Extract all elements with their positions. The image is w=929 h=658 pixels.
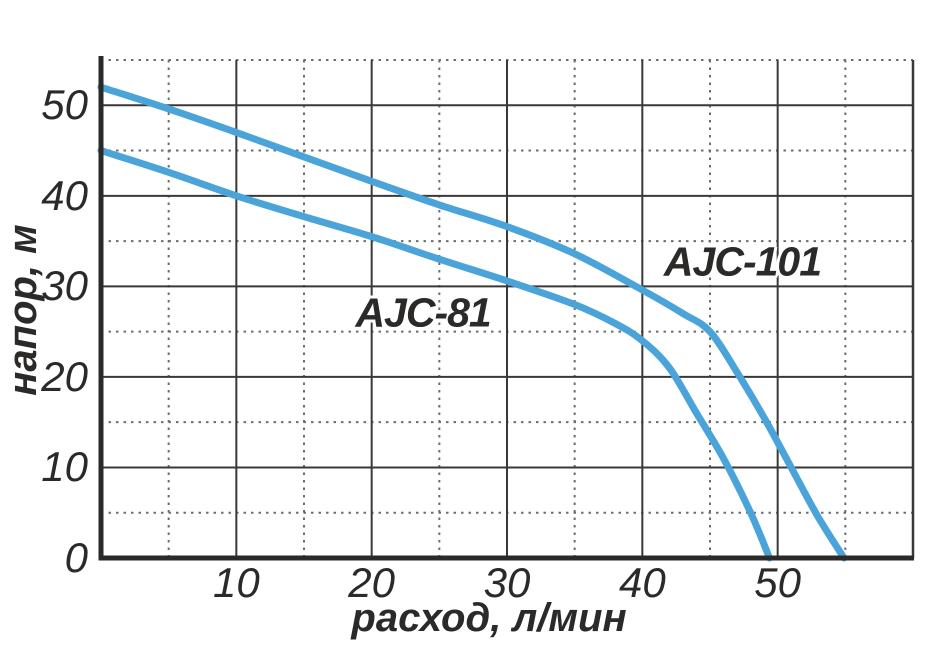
x-tick-label-10: 10 — [212, 559, 260, 606]
y-tick-label-40: 40 — [41, 171, 88, 219]
curve-label-ajc-81: AJC-81 — [355, 289, 491, 336]
x-tick-label-40: 40 — [618, 559, 666, 606]
y-tick-label-20: 20 — [41, 352, 88, 400]
y-tick-label-0: 0 — [64, 534, 88, 581]
x-axis-title: расход, л/мин — [351, 596, 627, 640]
curve-ajc-101 — [97, 83, 848, 562]
y-tick-label-10: 10 — [41, 443, 88, 491]
x-tick-label-20: 20 — [348, 559, 396, 606]
x-tick-label-30: 30 — [483, 559, 531, 606]
curve-ajc-81 — [97, 147, 773, 562]
y-tick-label-50: 50 — [41, 81, 88, 129]
y-tick-label-30: 30 — [41, 262, 88, 310]
x-tick-label-50: 50 — [754, 559, 802, 606]
y-axis-title: напор, м — [1, 224, 45, 396]
curve-label-ajc-101: AJC-101 — [663, 238, 822, 285]
